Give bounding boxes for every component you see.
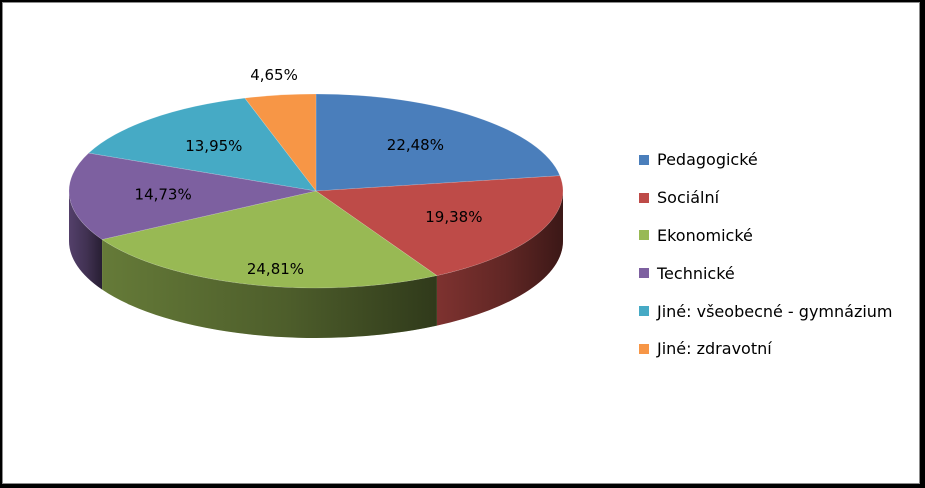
pie-slice-zdravotni bbox=[244, 93, 317, 192]
pie-slice-pedagogicke bbox=[315, 93, 561, 192]
data-label-socialni: 19,38% bbox=[425, 208, 482, 226]
legend-item-socialni: Sociální bbox=[639, 179, 893, 217]
legend-item-zdravotni: Jiné: zdravotní bbox=[639, 330, 893, 368]
legend-swatch bbox=[639, 343, 649, 354]
legend-item-technicke: Technické bbox=[639, 254, 893, 292]
legend-swatch bbox=[639, 230, 649, 241]
legend-swatch bbox=[639, 306, 649, 317]
pie-slice-technicke bbox=[68, 152, 317, 240]
pie-side-shade bbox=[69, 191, 103, 290]
legend-label: Jiné: všeobecné - gymnázium bbox=[657, 301, 893, 321]
legend-swatch bbox=[639, 154, 649, 165]
data-label-vseobecne-gymnazium: 13,95% bbox=[185, 137, 242, 155]
pie-slice-ekonomicke bbox=[101, 190, 438, 289]
legend: Pedagogické Sociální Ekonomické Technick… bbox=[639, 141, 893, 368]
legend-label: Sociální bbox=[657, 188, 720, 208]
legend-item-vseobecne-gymnazium: Jiné: všeobecné - gymnázium bbox=[639, 292, 893, 330]
legend-swatch bbox=[639, 268, 649, 279]
pie-chart: 22,48% 19,38% 24,81% 14,73% 13,95% 4,65% bbox=[68, 66, 564, 338]
data-label-ekonomicke: 24,81% bbox=[247, 260, 304, 278]
pie-side-shade bbox=[102, 239, 437, 338]
legend-swatch bbox=[639, 192, 649, 203]
data-label-pedagogicke: 22,48% bbox=[387, 136, 444, 154]
legend-label: Pedagogické bbox=[657, 150, 758, 170]
legend-label: Technické bbox=[657, 263, 735, 283]
legend-label: Ekonomické bbox=[657, 225, 753, 245]
legend-label: Jiné: zdravotní bbox=[657, 339, 772, 359]
data-label-zdravotni: 4,65% bbox=[250, 66, 298, 84]
legend-item-pedagogicke: Pedagogické bbox=[639, 141, 893, 179]
pie-slice-vseobecne-gymnazium bbox=[88, 97, 317, 192]
legend-item-ekonomicke: Ekonomické bbox=[639, 217, 893, 255]
pie-side-shade bbox=[436, 191, 563, 326]
data-label-technicke: 14,73% bbox=[135, 186, 192, 204]
pie-slice-socialni bbox=[315, 175, 564, 276]
